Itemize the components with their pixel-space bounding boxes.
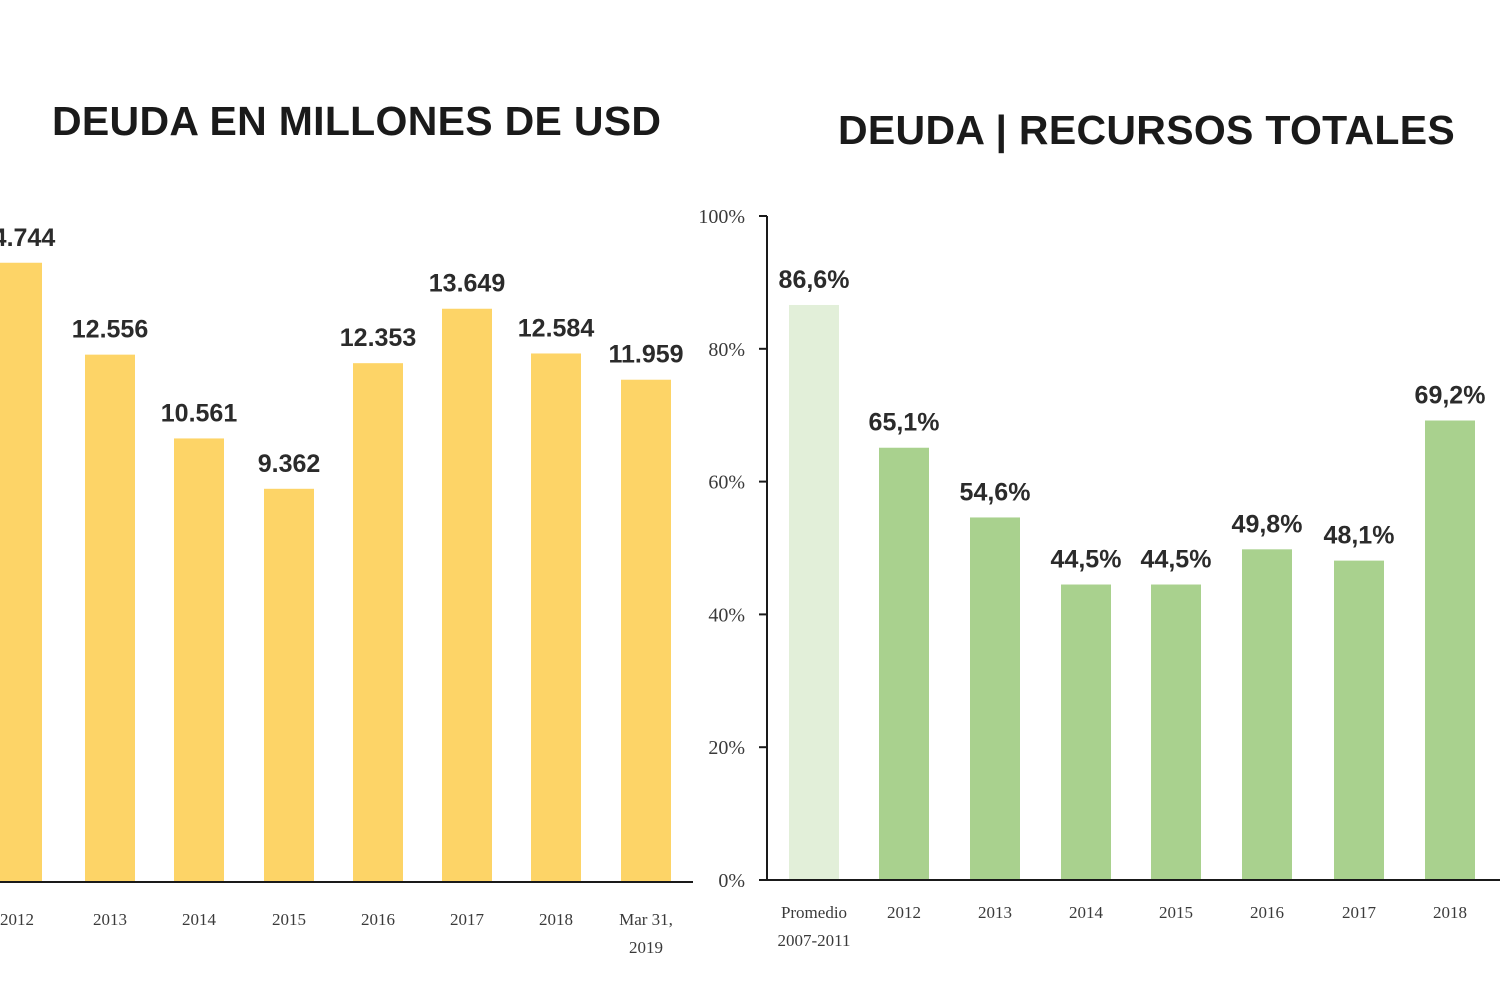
debt-value-label: 10.561 — [161, 399, 238, 427]
debt-value-label: 12.584 — [518, 314, 595, 342]
ratio-value-label: 44,5% — [1141, 546, 1212, 574]
ratio-category-label: 2014 — [1069, 903, 1104, 922]
ratio-bar — [1061, 584, 1111, 880]
ratio-bar — [970, 517, 1020, 880]
debt-value-label: 12.556 — [72, 316, 148, 344]
ratio-category-label: 2012 — [887, 903, 921, 922]
ratio-value-label: 48,1% — [1324, 522, 1395, 550]
debt-category-label: 2014 — [182, 910, 217, 929]
ratio-y-tick-label: 20% — [708, 737, 745, 759]
debt-category-label: 2013 — [93, 910, 127, 929]
debt-category-label: 2019 — [629, 938, 663, 957]
debt-category-label: Mar 31, — [619, 910, 673, 929]
debt-bar — [0, 262, 42, 882]
ratio-category-label: 2007-2011 — [777, 931, 850, 950]
ratio-category-label: 2017 — [1342, 903, 1377, 922]
ratio-y-tick-label: 100% — [698, 206, 745, 228]
ratio-value-label: 65,1% — [869, 409, 940, 437]
debt-value-label: 12.353 — [340, 324, 416, 352]
debt-bar — [531, 353, 581, 882]
ratio-category-label: Promedio — [781, 903, 847, 922]
ratio-category-label: 2013 — [978, 903, 1012, 922]
debt-chart-title: DEUDA EN MILLONES DE USD — [52, 98, 662, 144]
ratio-value-label: 69,2% — [1415, 382, 1486, 410]
debt-chart: 14.744 2012 12.556 2013 10.561 2014 9.362 2015 1… — [0, 224, 693, 957]
ratio-value-label: 44,5% — [1051, 546, 1122, 574]
ratio-category-label: 2018 — [1433, 903, 1467, 922]
ratio-category-label: 2015 — [1159, 903, 1193, 922]
ratio-y-tick-label: 0% — [718, 870, 745, 892]
debt-category-label: 2016 — [361, 910, 395, 929]
ratio-value-label: 86,6% — [779, 266, 850, 294]
ratio-bar — [879, 447, 929, 880]
ratio-y-tick-label: 40% — [708, 604, 745, 626]
debt-value-label: 11.959 — [608, 341, 683, 369]
debt-bar — [442, 308, 492, 882]
debt-bar — [174, 438, 224, 882]
ratio-category-label: 2016 — [1250, 903, 1284, 922]
debt-category-label: 2017 — [450, 910, 485, 929]
debt-category-label: 2012 — [0, 910, 34, 929]
debt-value-label: 13.649 — [429, 270, 505, 298]
debt-ratio-chart: 0% 20% 40% 60% 80% 100% 86,6% Promedio 2007-2011… — [698, 206, 1500, 950]
debt-bar — [353, 363, 403, 882]
ratio-value-label: 54,6% — [960, 478, 1031, 506]
ratio-average-bar — [789, 304, 839, 880]
debt-value-label: 14.744 — [0, 224, 55, 252]
ratio-value-label: 49,8% — [1232, 510, 1303, 538]
ratio-y-tick-label: 80% — [708, 339, 745, 361]
debt-bar — [621, 379, 671, 882]
ratio-y-tick-label: 60% — [708, 472, 745, 494]
ratio-chart-title: DEUDA | RECURSOS TOTALES — [838, 107, 1456, 153]
debt-category-label: 2015 — [272, 910, 306, 929]
ratio-bar — [1334, 560, 1384, 880]
debt-bar — [264, 488, 314, 882]
ratio-bar — [1242, 549, 1292, 880]
ratio-bar — [1151, 584, 1201, 880]
debt-bar — [85, 354, 135, 882]
debt-category-label: 2018 — [539, 910, 573, 929]
ratio-bar — [1425, 420, 1475, 880]
debt-value-label: 9.362 — [258, 450, 321, 478]
